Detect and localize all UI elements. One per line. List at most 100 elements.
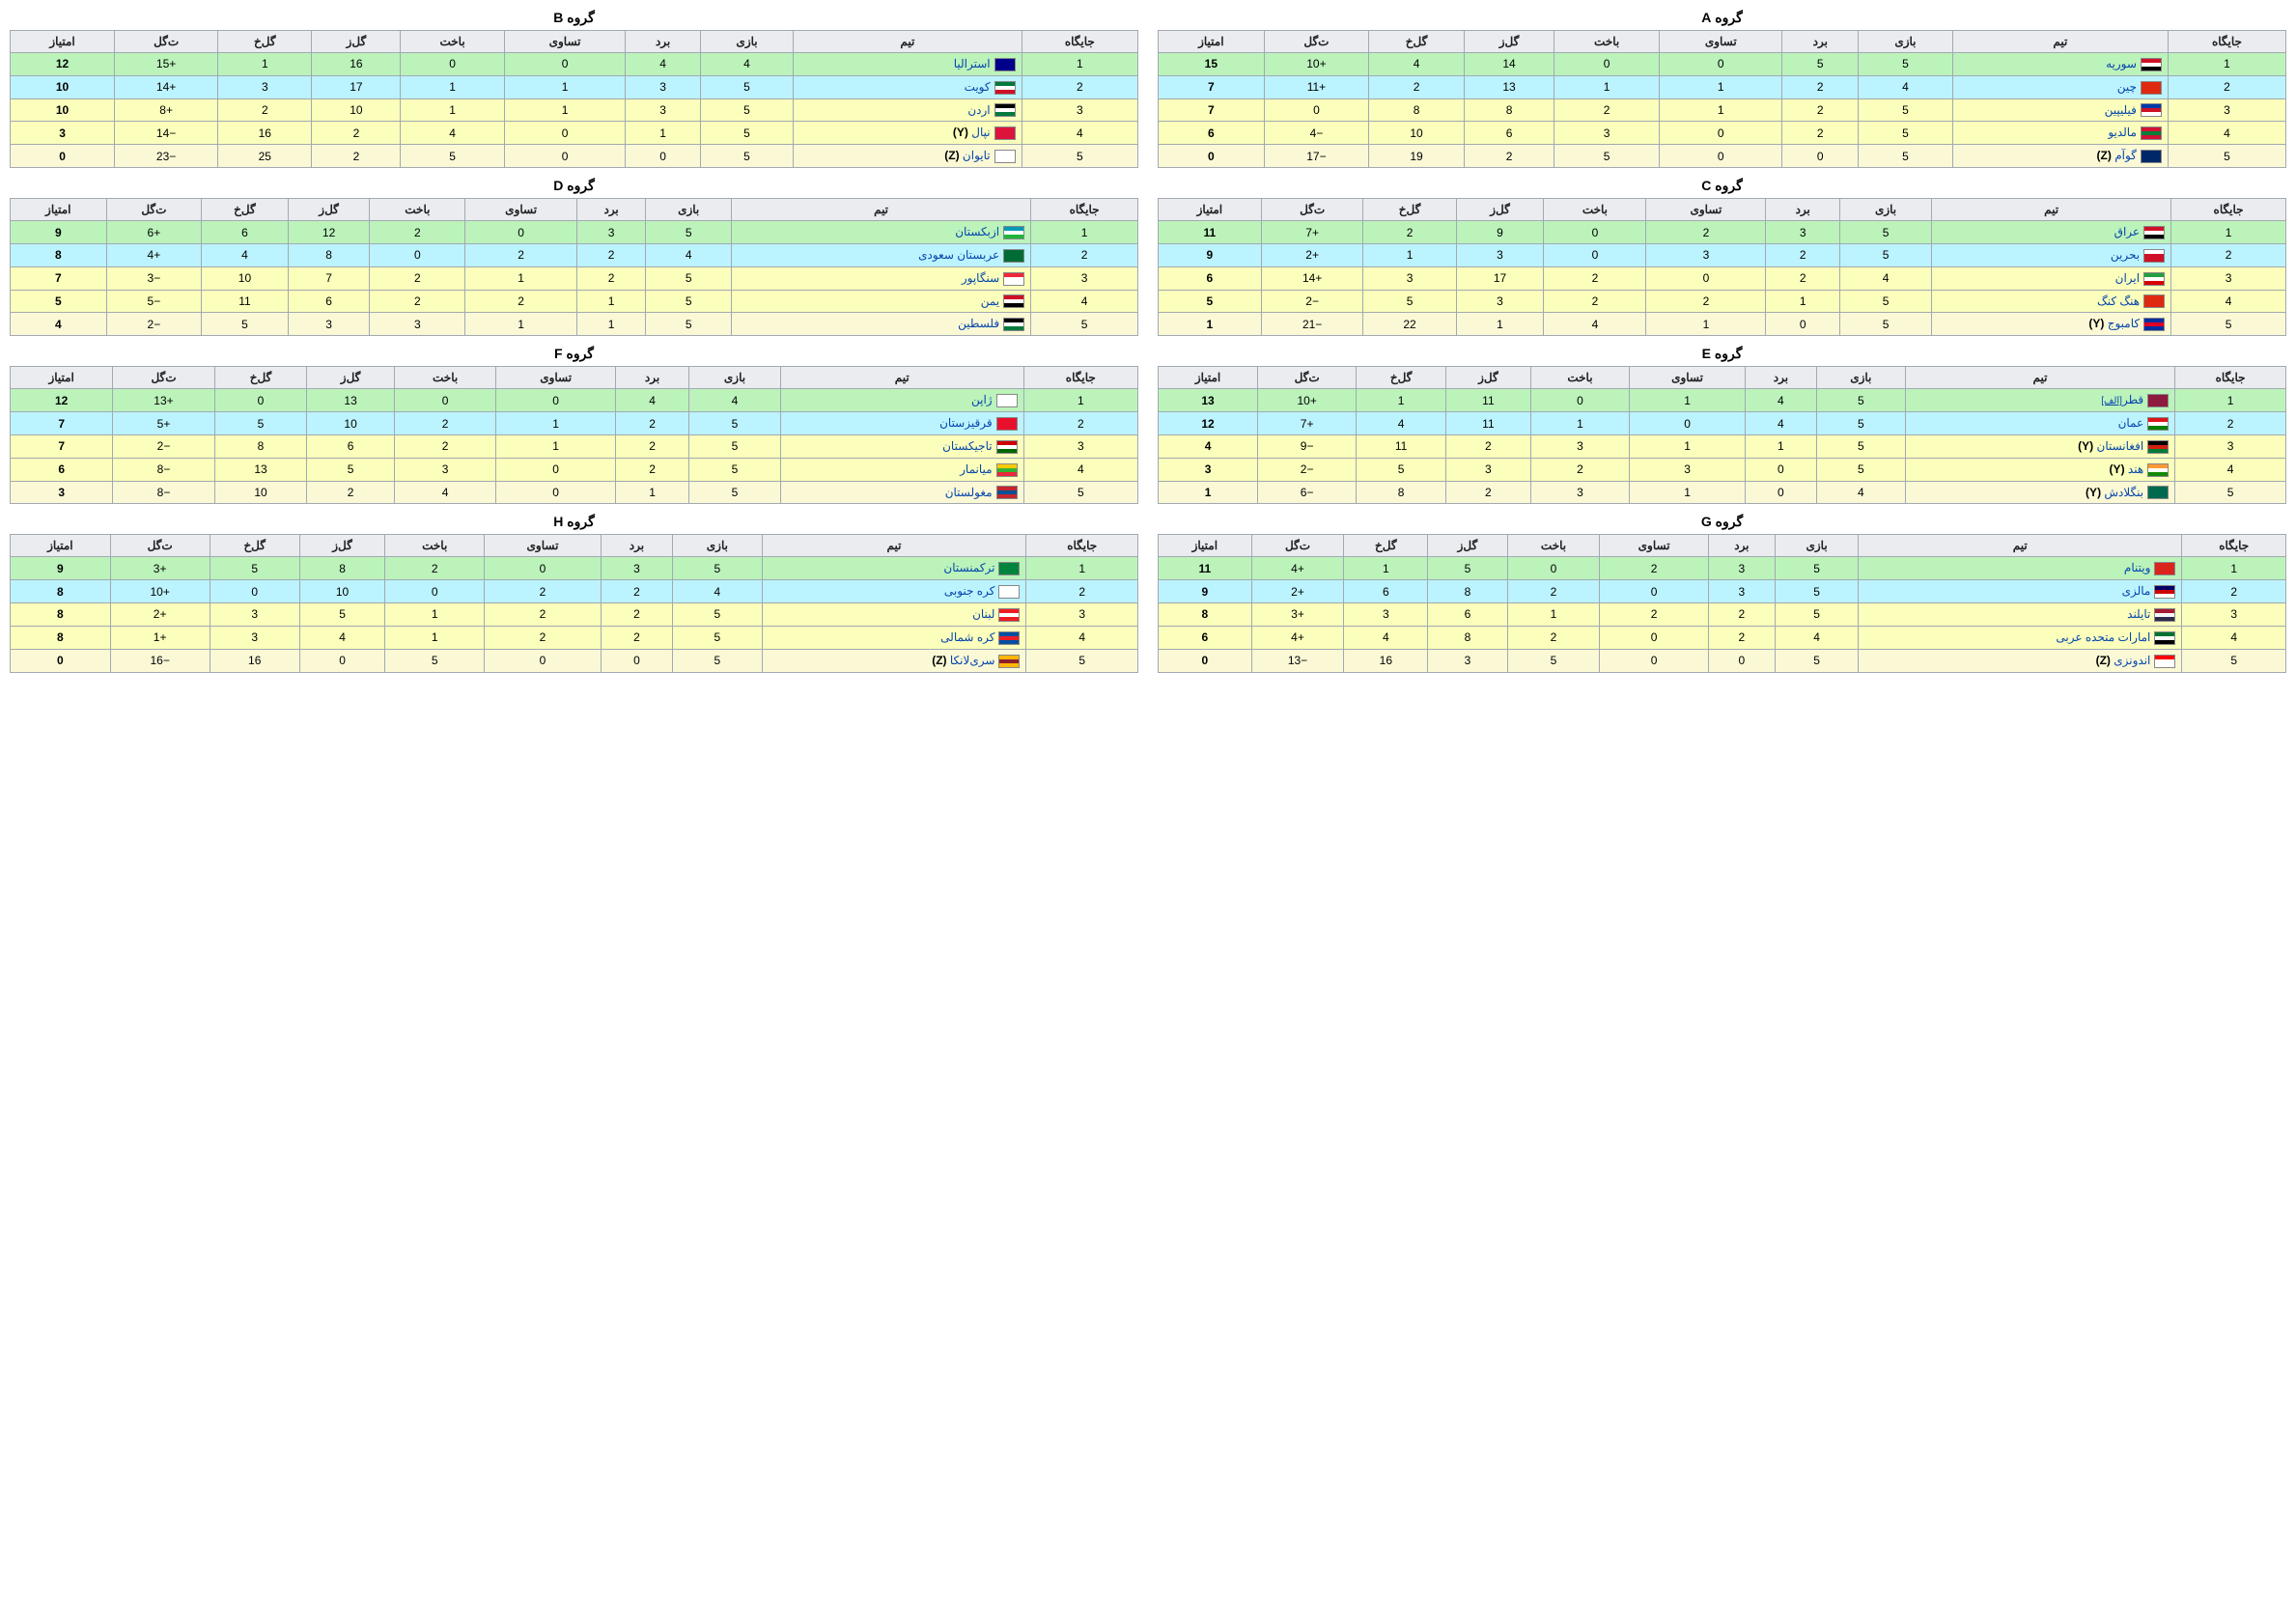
team-link[interactable]: مالدیو [2108,126,2137,139]
team-link[interactable]: تاجیکستان [942,439,992,453]
team-link[interactable]: کره شمالی [940,630,994,644]
stat-cell: 4 [1357,412,1446,435]
col-header: ت‌گل [1264,31,1369,53]
team-link[interactable]: ترکمنستان [943,561,994,574]
team-link[interactable]: هنگ کنگ [2097,294,2140,308]
stat-cell: 0 [401,53,504,76]
stat-cell: 5 [1428,557,1507,580]
team-cell: اردن [794,98,1022,122]
team-cell: امارات متحده عربی [1859,626,2182,649]
team-link[interactable]: ژاپن [971,393,993,406]
stat-cell: 5 [1363,290,1456,313]
group-title: گروه D [10,178,1138,194]
flag-icon [998,585,1020,599]
team-link[interactable]: قطر [2122,393,2143,406]
stat-cell: 1 [576,290,645,313]
team-link[interactable]: سنگاپور [962,271,999,285]
table-row: 2کره جنوبی4220100+108 [11,580,1138,603]
stat-cell: 1 [385,626,485,649]
team-link[interactable]: فیلیپین [2105,103,2137,117]
team-link[interactable]: فلسطین [958,317,999,330]
team-link[interactable]: اردن [967,103,990,117]
team-link[interactable]: میانمار [960,462,992,476]
team-link[interactable]: اندونزی [2114,654,2150,667]
stat-cell: 3 [626,98,701,122]
stat-cell: 3 [601,557,672,580]
pts-cell: 7 [11,266,107,290]
team-cell: چین [1952,75,2168,98]
stat-cell: +5 [113,412,214,435]
team-link[interactable]: کره جنوبی [944,584,995,598]
team-link[interactable]: ایران [2115,271,2140,285]
col-header: بازی [1776,535,1859,557]
team-link[interactable]: عمان [2118,416,2144,430]
stat-cell: 1 [218,53,312,76]
team-link[interactable]: نپال [971,126,990,139]
stat-cell: 5 [401,145,504,168]
team-link[interactable]: بحرین [2111,248,2140,262]
table-row: 4هنگ کنگ512235−25 [1159,290,2286,313]
team-link[interactable]: هند [2128,462,2143,476]
col-header: تیم [780,367,1023,389]
stat-cell: 4 [401,122,504,145]
team-suffix: (Y) [2086,486,2104,499]
team-link[interactable]: سوریه [2106,57,2137,70]
team-link[interactable]: امارات متحده عربی [2056,630,2150,644]
team-link[interactable]: گوآم [2114,149,2137,162]
stat-cell: 5 [1839,313,1931,336]
team-link[interactable]: کامبوج [2108,317,2140,330]
stat-cell: 5 [646,221,732,244]
team-link[interactable]: لبنان [972,607,994,621]
pos-cell: 1 [2175,389,2286,412]
team-link[interactable]: عراق [2114,225,2140,238]
group-title: گروه E [1158,346,2286,362]
stat-cell: 2 [1782,122,1859,145]
team-link[interactable]: مالزی [2122,584,2151,598]
team-cell: تایوان (Z) [794,145,1022,168]
pos-cell: 4 [2175,458,2286,481]
col-header: جایگاه [2182,535,2286,557]
group-table: گروه Eجایگاهتیمبازیبردتساویباختگل‌زگل‌خت… [1158,346,2286,504]
stat-cell: 0 [504,53,626,76]
team-suffix: (Y) [2088,317,2107,330]
stat-cell: 3 [1446,458,1531,481]
pts-cell: 6 [1159,266,1262,290]
team-link[interactable]: افغانستان [2097,439,2144,453]
team-link[interactable]: کویت [965,80,991,94]
table-row: 3افغانستان (Y)5113211−94 [1159,434,2286,458]
pts-cell: 8 [1159,603,1252,627]
stat-cell: 0 [504,122,626,145]
team-link[interactable]: قرقیزستان [939,416,992,430]
team-link[interactable]: یمن [981,294,999,308]
team-note-link[interactable]: [الف] [2101,396,2122,406]
team-link[interactable]: ویتنام [2124,561,2150,574]
stat-cell: 5 [1859,122,1953,145]
stat-cell: 6 [1428,603,1507,627]
col-header: باخت [1507,535,1600,557]
stat-cell: 2 [576,266,645,290]
stat-cell: −5 [106,290,202,313]
team-cell: عمان [1905,412,2174,435]
col-header: تیم [1859,535,2182,557]
team-link[interactable]: تایوان [963,149,991,162]
stat-cell: 0 [1600,649,1708,672]
stat-cell: 2 [1708,626,1775,649]
stat-cell: +7 [1261,221,1363,244]
stat-cell: 5 [1859,98,1953,122]
team-link[interactable]: عربستان سعودی [918,248,999,262]
group-table: گروه Aجایگاهتیمبازیبردتساویباختگل‌زگل‌خت… [1158,10,2286,168]
team-cell: سنگاپور [732,266,1031,290]
team-link[interactable]: تایلند [2127,607,2150,621]
stat-cell: 2 [465,290,577,313]
table-row: 1ژاپن4400130+1312 [11,389,1138,412]
team-cell: هنگ کنگ [1932,290,2171,313]
team-link[interactable]: چین [2117,80,2137,94]
team-link[interactable]: ازبکستان [955,225,999,238]
standings-table: جایگاهتیمبازیبردتساویباختگل‌زگل‌خت‌گلامت… [10,198,1138,336]
flag-icon [2141,126,2162,140]
team-link[interactable]: مغولستان [945,486,993,499]
team-link[interactable]: استرالیا [954,57,991,70]
team-link[interactable]: سری‌لانکا [950,654,995,667]
group-table: گروه Hجایگاهتیمبازیبردتساویباختگل‌زگل‌خت… [10,514,1138,672]
team-link[interactable]: بنگلادش [2104,486,2143,499]
